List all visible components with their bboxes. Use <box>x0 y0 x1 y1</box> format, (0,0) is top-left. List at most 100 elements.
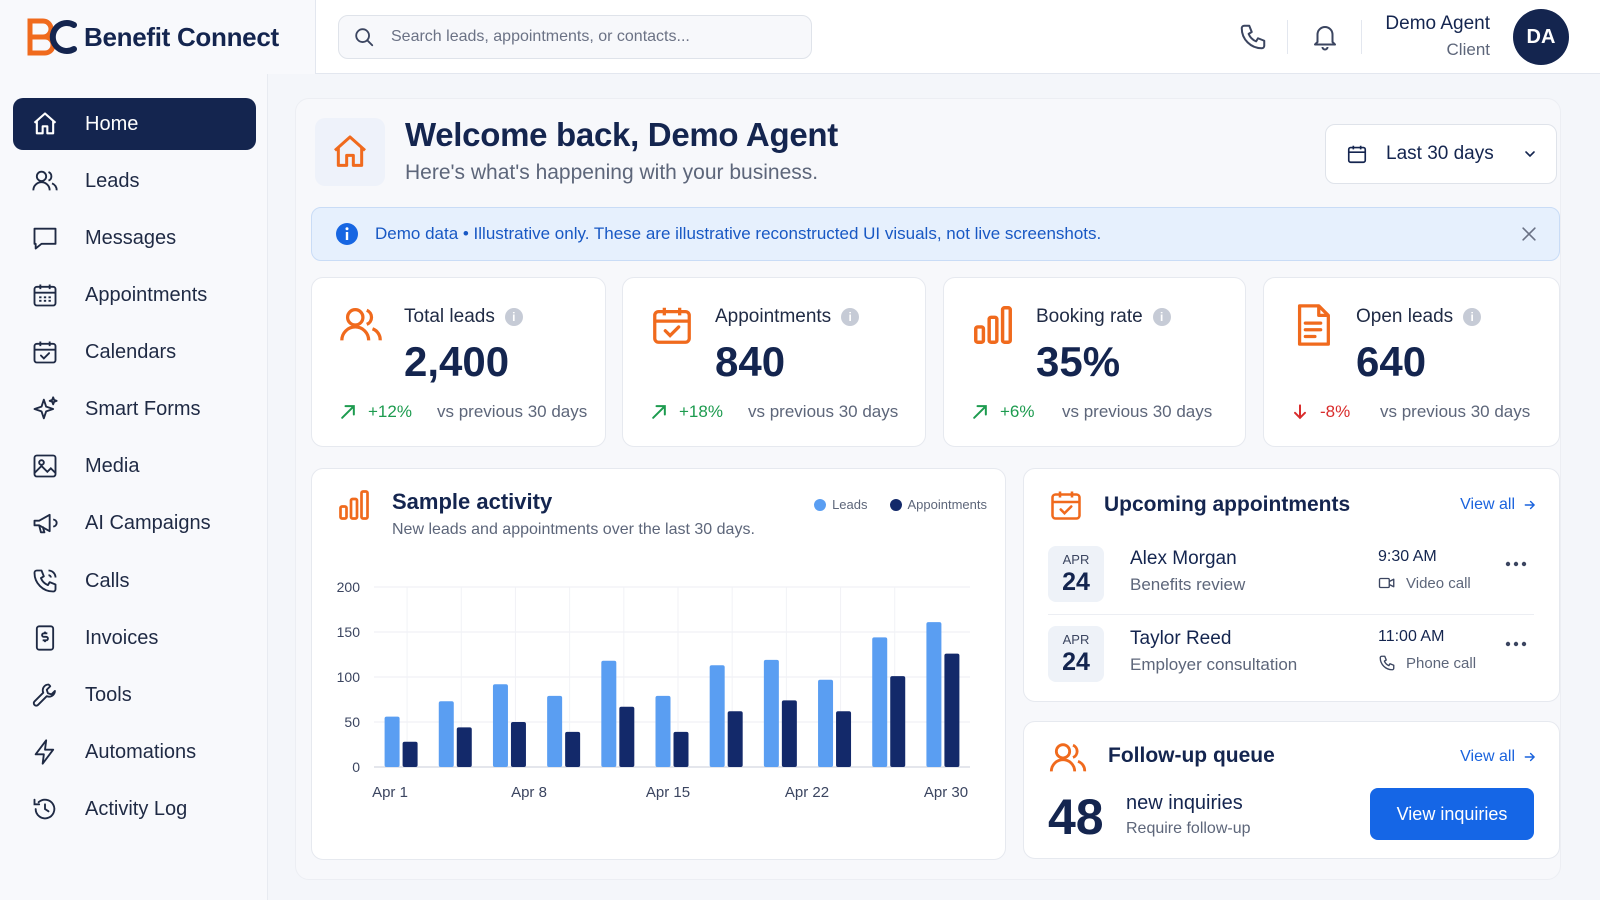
kpi-card-open-leads[interactable]: Open leads i 640 -8% vs previous 30 days <box>1263 277 1560 447</box>
sidebar-item-invoices[interactable]: Invoices <box>13 612 256 664</box>
kpi-card-appointments[interactable]: Appointments i 840 +18% vs previous 30 da… <box>622 277 926 447</box>
activity-chart: 0 50 100 150 200 Apr 1 Apr 8 Apr 15 Apr 22 Apr 30 <box>337 579 970 801</box>
welcome-badge <box>315 118 385 186</box>
bar-leads <box>438 701 454 767</box>
bar-leads <box>872 637 888 767</box>
sidebar: Home Leads Messages Appointments Calenda… <box>0 74 268 900</box>
appointments-view-all-link[interactable]: View all <box>1460 496 1537 514</box>
bar-appointments <box>727 711 743 767</box>
kpi-value: 840 <box>715 338 786 385</box>
bar-appointments <box>673 731 689 767</box>
arrow-down-icon <box>1294 404 1306 420</box>
sidebar-item-automations[interactable]: Automations <box>13 726 256 778</box>
appointment-row[interactable]: APR 24 Alex Morgan Benefits review 9:30 … <box>1048 542 1534 614</box>
document-icon <box>1297 304 1330 346</box>
close-icon[interactable] <box>1519 224 1539 244</box>
users-icon <box>32 170 58 191</box>
x-tick-label: Apr 8 <box>511 784 547 801</box>
kpi-comparison: vs previous 30 days <box>1380 402 1531 421</box>
appointment-name: Alex Morgan <box>1130 548 1237 569</box>
follow-up-count: 48 <box>1048 789 1104 845</box>
bar-appointments <box>836 711 852 767</box>
sidebar-item-appointments[interactable]: Appointments <box>13 269 256 321</box>
sidebar-item-ai-campaigns[interactable]: AI Campaigns <box>13 497 256 549</box>
legend-item-appointments[interactable]: Appointments <box>889 497 987 512</box>
bar-appointments <box>402 741 418 767</box>
info-icon[interactable]: i <box>1152 308 1171 326</box>
arrow-up-right-icon <box>652 405 666 419</box>
wrench-icon <box>32 683 56 707</box>
bar-leads <box>709 665 725 767</box>
arrow-up-right-icon <box>973 405 987 419</box>
kpi-comparison: vs previous 30 days <box>437 402 588 421</box>
info-icon[interactable]: i <box>1463 308 1482 326</box>
sidebar-item-label: Calls <box>85 569 130 592</box>
sidebar-item-messages[interactable]: Messages <box>13 212 256 264</box>
appointment-date: APR 24 <box>1048 626 1104 682</box>
bell-icon[interactable] <box>1310 22 1340 52</box>
info-icon[interactable]: i <box>841 308 860 326</box>
bolt-icon <box>34 739 55 765</box>
appointment-type: Employer consultation <box>1130 655 1298 674</box>
y-tick-label: 200 <box>337 579 361 595</box>
chart-title: Sample activity <box>392 489 553 514</box>
phone-icon[interactable] <box>1238 22 1268 52</box>
y-tick-label: 150 <box>337 624 361 640</box>
more-options-icon[interactable] <box>1504 558 1528 570</box>
appointment-mode: Video call <box>1378 574 1471 592</box>
top-bar: Benefit Connect Demo Agent Client DA <box>0 0 1600 74</box>
kpi-comparison: vs previous 30 days <box>748 402 899 421</box>
kpi-value: 2,400 <box>404 338 510 385</box>
appointment-mode: Phone call <box>1378 654 1476 672</box>
legend-item-leads[interactable]: Leads <box>814 497 868 512</box>
sidebar-item-label: Media <box>85 454 140 477</box>
image-icon <box>33 454 57 478</box>
chevron-down-icon <box>1525 151 1535 158</box>
y-tick-label: 0 <box>352 759 360 775</box>
kpi-value: 35% <box>1036 338 1121 385</box>
view-inquiries-button[interactable]: View inquiries <box>1370 788 1534 840</box>
bar-appointments <box>890 676 906 767</box>
bar-leads <box>601 660 617 767</box>
bar-leads <box>547 695 563 767</box>
avatar[interactable]: DA <box>1513 9 1569 65</box>
calendar-grid-icon <box>33 284 57 307</box>
sidebar-item-calls[interactable]: Calls <box>13 555 256 607</box>
sidebar-item-media[interactable]: Media <box>13 440 256 492</box>
search-box[interactable] <box>338 15 812 59</box>
date-range-select[interactable]: Last 30 days <box>1325 124 1557 184</box>
follow-up-view-all-link[interactable]: View all <box>1460 748 1537 766</box>
activity-card: Sample activity New leads and appointmen… <box>311 468 1006 860</box>
search-input[interactable] <box>391 28 791 46</box>
kpi-label: Total leads i <box>404 306 523 328</box>
chart-legend: Leads Appointments <box>792 497 987 512</box>
sidebar-item-smart-forms[interactable]: Smart Forms <box>13 383 256 435</box>
video-icon <box>1378 577 1395 589</box>
x-tick-label: Apr 1 <box>372 784 408 801</box>
search-icon <box>355 28 374 47</box>
sidebar-item-home[interactable]: Home <box>13 98 256 150</box>
calendar-check-icon <box>653 307 691 344</box>
bar-appointments <box>781 700 797 767</box>
sidebar-item-label: Leads <box>85 169 140 192</box>
home-icon <box>33 112 57 135</box>
info-icon[interactable]: i <box>504 308 523 326</box>
sidebar-item-label: Tools <box>85 683 132 706</box>
sidebar-item-activity-log[interactable]: Activity Log <box>13 783 256 835</box>
x-tick-label: Apr 22 <box>785 784 829 801</box>
bar-appointments <box>619 706 635 767</box>
bar-chart-icon <box>339 490 369 520</box>
sidebar-item-tools[interactable]: Tools <box>13 669 256 721</box>
kpi-card-total-leads[interactable]: Total leads i 2,400 +12% vs previous 30 d… <box>311 277 606 447</box>
kpi-card-booking-rate[interactable]: Booking rate i 35% +6% vs previous 30 day… <box>943 277 1246 447</box>
bar-appointments <box>944 653 960 767</box>
sidebar-item-leads[interactable]: Leads <box>13 155 256 207</box>
kpi-delta: +6% <box>970 402 1035 422</box>
more-options-icon[interactable] <box>1504 638 1528 650</box>
arrow-up-right-icon <box>341 405 355 419</box>
date-range-label: Last 30 days <box>1386 143 1494 164</box>
sidebar-item-calendars[interactable]: Calendars <box>13 326 256 378</box>
brand[interactable]: Benefit Connect <box>0 0 316 74</box>
sidebar-item-label: Home <box>85 112 139 135</box>
appointment-row[interactable]: APR 24 Taylor Reed Employer consultation… <box>1048 622 1534 694</box>
